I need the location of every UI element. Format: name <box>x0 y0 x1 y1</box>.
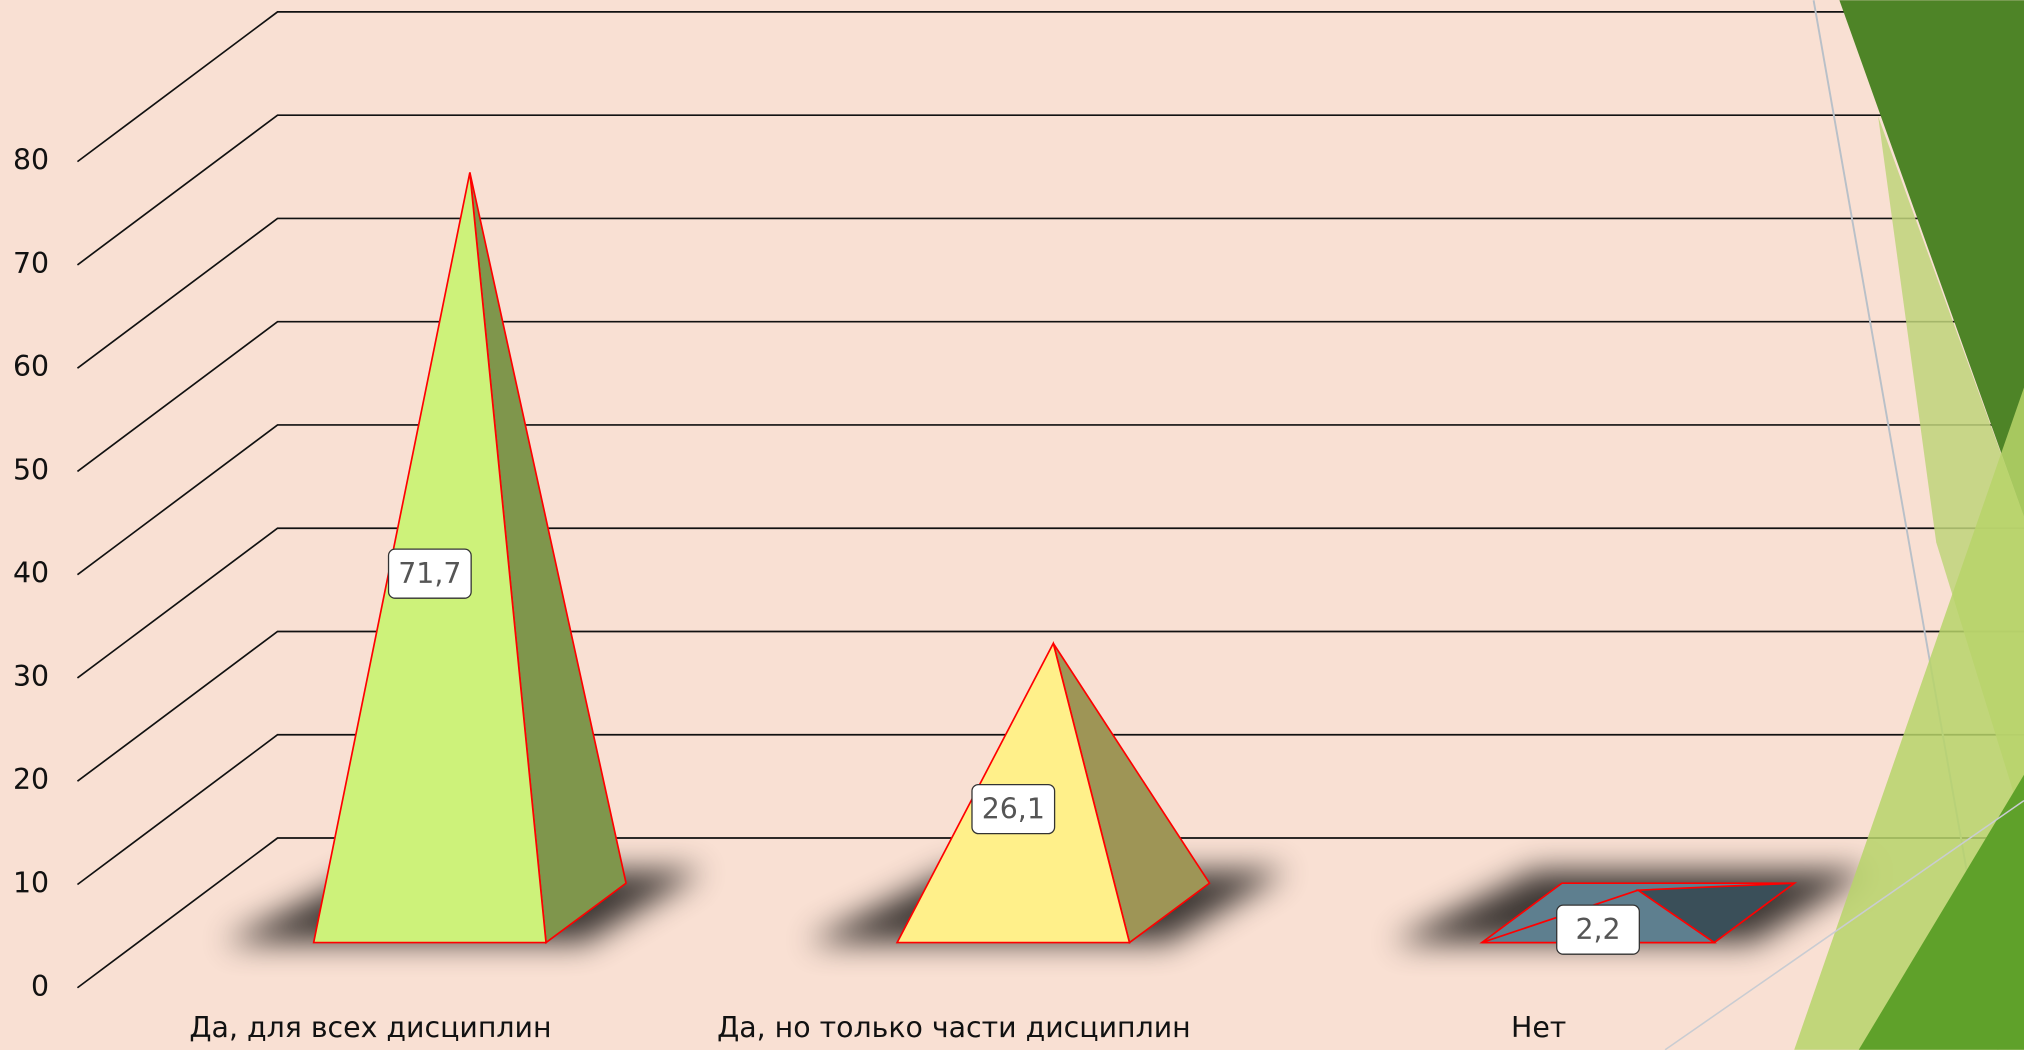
grid: 0 10 20 30 40 50 60 70 80 <box>13 11 2024 1003</box>
y-tick-label: 60 <box>13 350 49 383</box>
marks: Да, для всех дисциплин 71,7 Да, но только … <box>189 172 1872 1044</box>
value-label: 26,1 <box>982 792 1045 825</box>
grid-line <box>76 630 2024 782</box>
x-tick-label: Нет <box>1511 1011 1566 1044</box>
y-tick-label: 80 <box>13 144 49 177</box>
grid-line <box>76 527 2024 679</box>
grid-line <box>76 424 2024 576</box>
x-tick-label: Да, для всех дисциплин <box>189 1011 551 1044</box>
grid-line <box>76 114 2024 266</box>
y-tick-label: 10 <box>13 866 49 899</box>
value-label-box <box>971 783 1056 835</box>
grid-line <box>76 733 2024 886</box>
y-tick-label: 50 <box>13 453 49 486</box>
grid-line <box>76 217 2024 369</box>
grid-line <box>76 11 2024 163</box>
y-tick-label: 70 <box>13 247 49 280</box>
grid-line <box>76 837 2024 989</box>
value-label-box <box>387 548 472 599</box>
value-label-box <box>1556 904 1640 955</box>
y-tick-label: 30 <box>13 660 49 693</box>
value-label: 2,2 <box>1575 913 1620 946</box>
y-tick-label: 20 <box>13 763 49 796</box>
y-tick-label: 40 <box>13 557 49 590</box>
y-tick-label: 0 <box>31 970 49 1003</box>
value-label: 71,7 <box>398 557 461 590</box>
grid-line <box>76 320 2024 473</box>
x-tick-label: Да, но только части дисциплин <box>717 1011 1191 1044</box>
